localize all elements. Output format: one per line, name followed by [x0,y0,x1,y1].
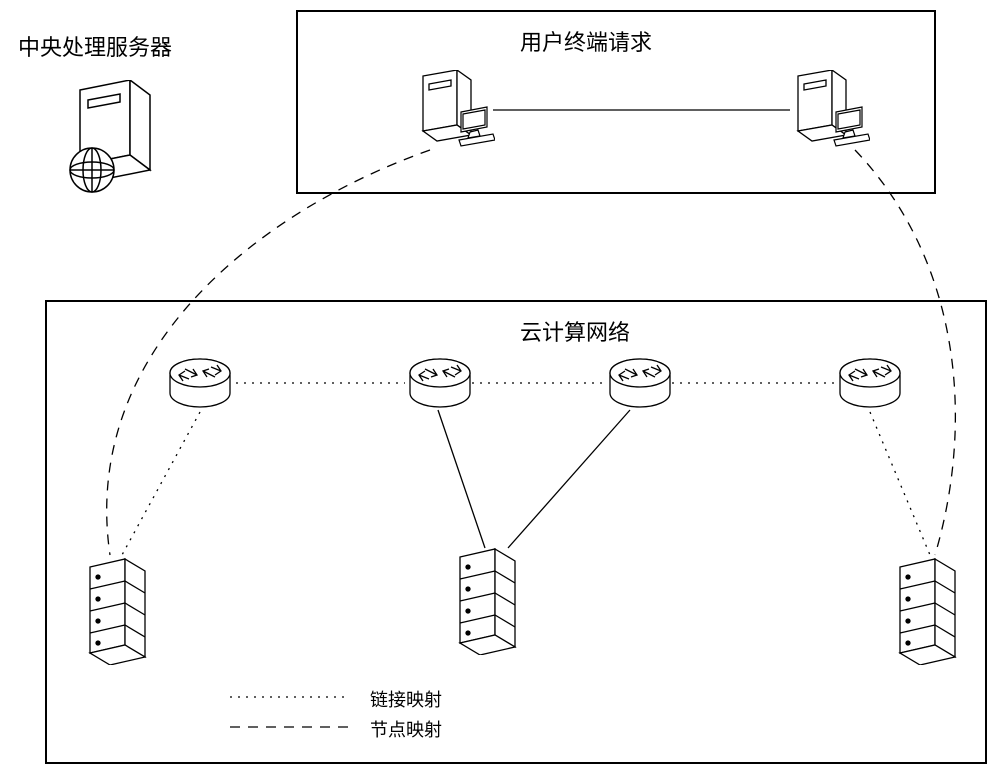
legend-link-mapping-label: 链接映射 [370,686,442,712]
router-icon [165,355,235,418]
router-icon [835,355,905,418]
server-stack-icon [895,555,965,670]
router-icon [405,355,475,418]
server-stack-icon [85,555,155,670]
globe-server-icon [60,80,160,205]
legend-node-mapping-label: 节点映射 [370,716,442,742]
router-icon [605,355,675,418]
server-stack-icon [455,545,525,660]
central-server-label: 中央处理服务器 [18,30,172,62]
workstation-icon [415,70,495,160]
workstation-icon [790,70,870,160]
